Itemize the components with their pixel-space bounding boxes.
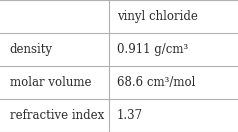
Text: 1.37: 1.37	[117, 109, 143, 122]
Text: molar volume: molar volume	[10, 76, 91, 89]
Text: 0.911 g/cm³: 0.911 g/cm³	[117, 43, 188, 56]
Text: refractive index: refractive index	[10, 109, 104, 122]
Text: 68.6 cm³/mol: 68.6 cm³/mol	[117, 76, 195, 89]
Text: density: density	[10, 43, 53, 56]
Text: vinyl chloride: vinyl chloride	[117, 10, 198, 23]
